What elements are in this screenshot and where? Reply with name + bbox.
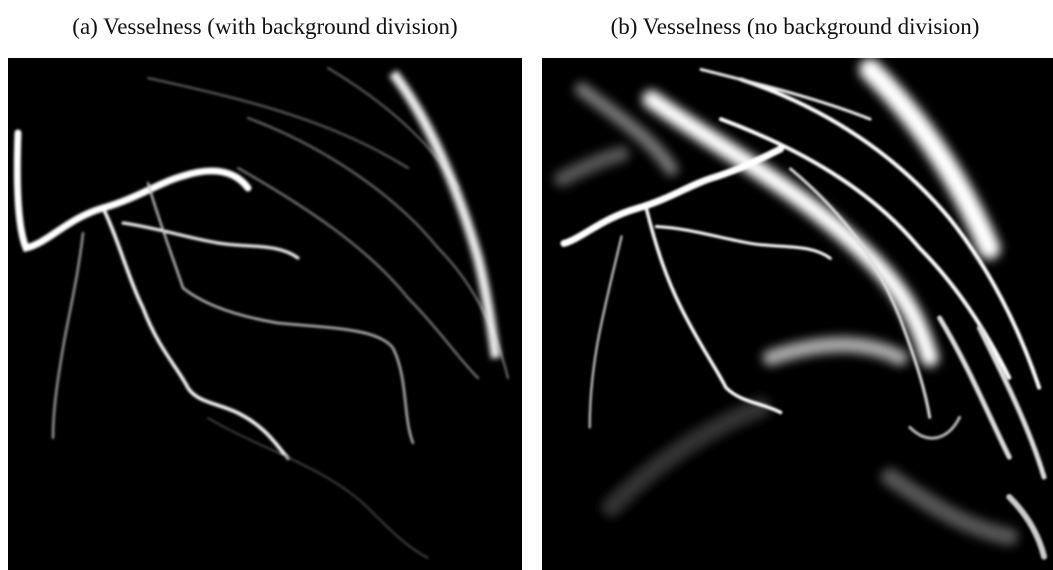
vessel-drawing — [8, 58, 522, 570]
panel-caption: (b) Vesselness (no background division) — [530, 14, 1053, 40]
figure-page: (a) Vesselness (with background division… — [0, 0, 1053, 570]
vesselness-image — [542, 58, 1053, 570]
vesselness-image — [8, 58, 522, 570]
panel-caption: (a) Vesselness (with background division… — [0, 14, 530, 40]
vessel-drawing — [542, 58, 1053, 570]
